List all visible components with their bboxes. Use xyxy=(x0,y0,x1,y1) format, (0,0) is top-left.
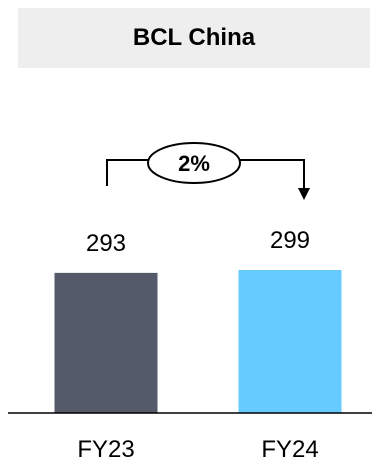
value-label-fy24: 299 xyxy=(270,227,310,254)
category-label-fy23: FY23 xyxy=(77,436,134,463)
chart-title-box: BCL China xyxy=(18,8,370,68)
category-label-fy24: FY24 xyxy=(261,436,318,463)
bar-fy24 xyxy=(238,270,342,413)
value-labels-group: 293 299 xyxy=(86,227,310,257)
growth-connector-left xyxy=(106,159,148,186)
chart-title: BCL China xyxy=(132,24,256,51)
growth-label: 2% xyxy=(178,151,210,176)
bar-fy23 xyxy=(54,272,158,413)
growth-connector-right xyxy=(240,159,305,190)
category-labels-group: FY23 FY24 xyxy=(77,436,318,463)
bars-group xyxy=(54,270,342,413)
growth-indicator: 2% xyxy=(106,142,310,200)
growth-ellipse xyxy=(147,142,241,184)
value-label-fy23: 293 xyxy=(86,230,126,257)
growth-arrow-down-icon xyxy=(298,188,310,200)
